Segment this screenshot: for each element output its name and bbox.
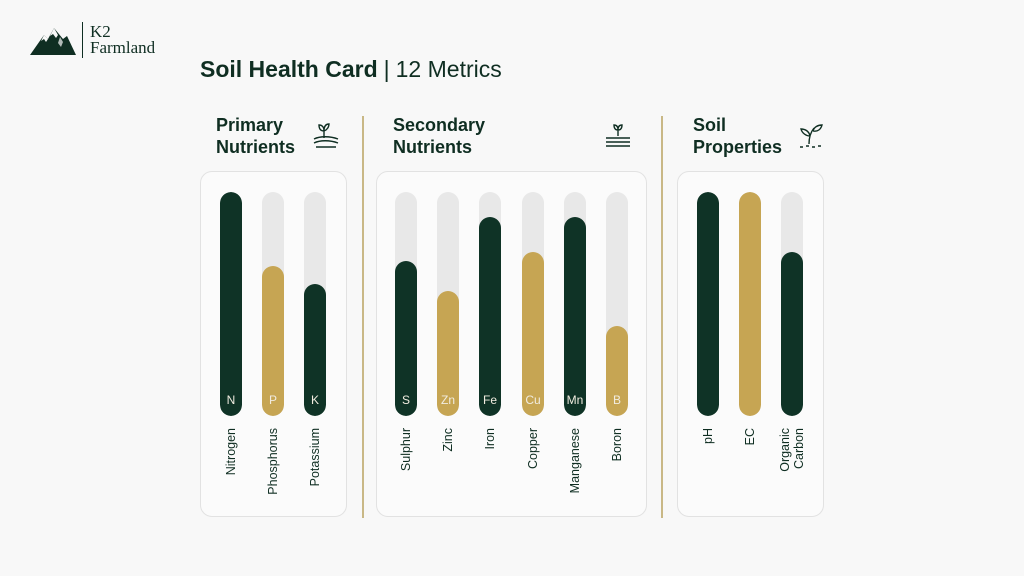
bar-label-copper: Copper bbox=[526, 428, 540, 469]
bar-label-manganese: Manganese bbox=[568, 428, 582, 494]
page-title: Soil Health Card | 12 Metrics bbox=[200, 56, 502, 83]
title-separator: | bbox=[383, 56, 390, 82]
bar-label-sulphur: Sulphur bbox=[399, 428, 413, 472]
section-title-secondary: Secondary Nutrients bbox=[393, 114, 485, 158]
bar-phosphorus bbox=[262, 265, 284, 416]
bar-symbol-zinc: Zn bbox=[440, 393, 455, 407]
bar-label-phosphorus: Phosphorus bbox=[266, 428, 280, 495]
bar-ec bbox=[739, 192, 761, 416]
bar-manganese bbox=[564, 216, 586, 416]
bar-label-iron: Iron bbox=[483, 428, 497, 450]
bar-potassium bbox=[304, 283, 326, 416]
bar-track-zinc bbox=[437, 192, 459, 416]
bar-nitrogen bbox=[220, 192, 242, 416]
bar-boron bbox=[606, 326, 628, 416]
bar-iron bbox=[479, 216, 501, 416]
brand-logo: K2 Farmland bbox=[30, 22, 155, 58]
bar-track-ph bbox=[697, 192, 719, 416]
bar-label-ph: pH bbox=[701, 428, 715, 444]
brand-line1: K2 bbox=[90, 22, 111, 41]
bar-track-manganese bbox=[564, 192, 586, 416]
bar-label-nitrogen: Nitrogen bbox=[224, 428, 238, 476]
bar-track-boron bbox=[606, 192, 628, 416]
bar-label-line1: Organic bbox=[778, 428, 792, 472]
bar-symbol-sulphur: S bbox=[401, 393, 410, 407]
section-title-line1: Secondary bbox=[393, 115, 486, 135]
brand-name: K2 Farmland bbox=[90, 22, 156, 57]
section-title-line2: Properties bbox=[693, 137, 783, 157]
bar-track-iron bbox=[479, 192, 501, 416]
bar-symbol-boron: B bbox=[612, 393, 621, 407]
bar-label-ec: EC bbox=[743, 428, 757, 446]
title-main: Soil Health Card bbox=[200, 56, 378, 82]
bar-track-ec bbox=[739, 192, 761, 416]
bar-symbol-nitrogen: N bbox=[226, 393, 236, 407]
seedling-rows-icon bbox=[606, 124, 630, 147]
leafy-sprout-icon bbox=[800, 124, 823, 148]
title-metrics: 12 Metrics bbox=[395, 56, 502, 82]
logo-divider bbox=[82, 22, 83, 58]
section-title-line2: Nutrients bbox=[216, 137, 296, 157]
bar-sulphur bbox=[395, 261, 417, 416]
bar-symbol-phosphorus: P bbox=[268, 393, 277, 407]
bar-symbol-manganese: Mn bbox=[566, 393, 584, 407]
section-divider bbox=[661, 116, 663, 518]
section-title-primary: Primary Nutrients bbox=[216, 114, 295, 158]
bar-label-line2: Carbon bbox=[792, 428, 806, 469]
bar-label-zinc: Zinc bbox=[441, 428, 455, 452]
bar-track-sulphur bbox=[395, 192, 417, 416]
bar-label-organic-carbon: Organic Carbon bbox=[778, 428, 806, 512]
bar-zinc bbox=[437, 290, 459, 416]
bar-symbol-iron: Fe bbox=[482, 393, 497, 407]
section-title-soil: Soil Properties bbox=[693, 114, 782, 158]
bar-ph bbox=[697, 192, 719, 416]
bar-label-boron: Boron bbox=[610, 428, 624, 462]
bar-track-copper bbox=[522, 192, 544, 416]
soil-sprout-icon bbox=[313, 123, 339, 148]
section-divider bbox=[362, 116, 364, 518]
bar-track-nitrogen bbox=[220, 192, 242, 416]
mountain-logo-icon bbox=[30, 28, 76, 55]
bar-track-phosphorus bbox=[262, 192, 284, 416]
bar-track-potassium bbox=[304, 192, 326, 416]
section-title-line1: Soil bbox=[693, 115, 727, 135]
bar-label-potassium: Potassium bbox=[308, 428, 322, 487]
bar-track-organic-carbon bbox=[781, 192, 803, 416]
bar-copper bbox=[522, 252, 544, 416]
secondary-nutrients-card bbox=[376, 171, 647, 517]
bar-symbol-potassium: K bbox=[310, 393, 319, 407]
section-title-line1: Primary bbox=[216, 115, 284, 135]
section-title-line2: Nutrients bbox=[393, 137, 473, 157]
bar-symbol-copper: Cu bbox=[525, 393, 541, 407]
bar-organic-carbon bbox=[781, 252, 803, 416]
brand-line2: Farmland bbox=[90, 38, 156, 57]
